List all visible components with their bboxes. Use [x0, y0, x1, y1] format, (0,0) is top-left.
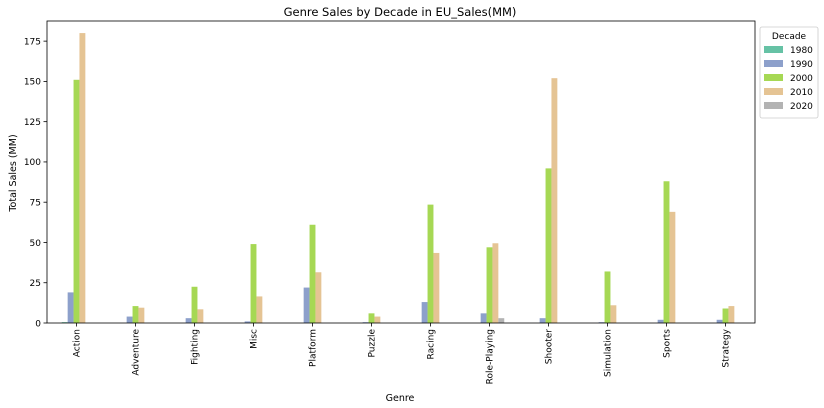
bar-strategy-2000 [722, 308, 729, 323]
bar-puzzle-2010 [374, 316, 381, 323]
y-tick-label: 25 [30, 279, 41, 289]
bar-misc-2000 [250, 244, 257, 323]
x-axis-label: Genre [386, 393, 415, 404]
y-tick-label: 175 [24, 37, 41, 47]
x-tick-label-simulation: Simulation [604, 329, 614, 377]
bar-fighting-2010 [197, 309, 204, 323]
axes-group: 0 25 50 75 100 125 150 175 Action Adventure Fighti… [24, 20, 756, 384]
bar-fighting-1990 [185, 318, 192, 323]
bar-strategy-1990 [716, 319, 723, 323]
y-tick-label: 50 [30, 239, 42, 249]
bar-misc-1990 [244, 321, 251, 323]
bar-sports-2000 [663, 181, 670, 323]
bar-strategy-2010 [728, 306, 735, 323]
legend-label-2020: 2020 [790, 102, 813, 112]
bar-shooter-2010 [551, 78, 558, 324]
bar-misc-2010 [256, 296, 263, 323]
x-tick-label-racing: Racing [427, 329, 437, 359]
bar-racing-2010 [433, 252, 440, 323]
bar-sports-2010 [669, 211, 676, 323]
x-tick-label-fighting: Fighting [191, 329, 201, 365]
bar-role-playing-2000 [486, 247, 493, 323]
legend-label-1990: 1990 [790, 60, 813, 70]
bar-action-1980 [61, 322, 68, 323]
y-tick-label: 75 [30, 199, 41, 209]
legend-label-2010: 2010 [790, 88, 813, 98]
legend-label-1980: 1980 [790, 46, 813, 56]
bar-simulation-2000 [604, 271, 611, 323]
bar-role-playing-2020 [498, 318, 505, 323]
legend-swatch-1990 [764, 60, 783, 67]
bar-simulation-1990 [598, 322, 605, 323]
bar-adventure-2000 [132, 306, 139, 323]
bar-role-playing-2010 [492, 243, 499, 323]
bar-racing-2000 [427, 204, 434, 323]
y-tick-label: 125 [24, 118, 41, 128]
bar-action-1990 [67, 292, 74, 323]
bar-shooter-2000 [545, 168, 552, 323]
x-tick-label-misc: Misc [250, 329, 260, 349]
legend-title: Decade [772, 32, 807, 42]
plot-frame [46, 20, 756, 324]
chart-title: Genre Sales by Decade in EU_Sales(MM) [284, 5, 517, 19]
legend: Decade 1980 1990 2000 2010 2020 [759, 26, 819, 119]
legend-swatch-2020 [764, 102, 783, 109]
bar-role-playing-1990 [480, 313, 487, 323]
x-tick-label-sports: Sports [663, 329, 673, 358]
bar-simulation-2010 [610, 305, 617, 323]
bar-platform-2010 [315, 272, 322, 323]
bar-platform-2000 [309, 224, 316, 323]
bar-adventure-2010 [138, 307, 145, 323]
bar-fighting-2000 [191, 286, 198, 323]
y-axis-label: Total Sales (MM) [8, 134, 19, 212]
bar-adventure-1990 [126, 316, 133, 323]
legend-swatch-2010 [764, 88, 783, 95]
bar-shooter-1990 [539, 318, 546, 323]
x-tick-label-strategy: Strategy [722, 328, 732, 367]
bar-sports-1990 [657, 319, 664, 323]
x-tick-label-adventure: Adventure [132, 329, 142, 376]
legend-swatch-2000 [764, 74, 783, 81]
bar-action-2010 [79, 33, 86, 323]
y-tick-label: 0 [35, 319, 41, 329]
y-tick-label: 150 [24, 78, 41, 88]
x-tick-label-shooter: Shooter [545, 329, 555, 364]
bars-group [61, 33, 735, 324]
y-tick-label: 100 [24, 158, 41, 168]
bar-puzzle-2000 [368, 313, 375, 323]
bar-racing-1990 [421, 302, 428, 323]
x-tick-label-action: Action [73, 329, 83, 357]
bar-puzzle-1990 [362, 322, 369, 323]
bar-platform-1990 [303, 287, 310, 323]
legend-label-2000: 2000 [790, 74, 813, 84]
legend-swatch-1980 [764, 46, 783, 53]
x-tick-label-role-playing: Role-Playing [486, 329, 496, 384]
x-tick-label-platform: Platform [309, 329, 319, 367]
bar-action-2000 [73, 79, 80, 323]
x-tick-label-puzzle: Puzzle [368, 329, 378, 358]
